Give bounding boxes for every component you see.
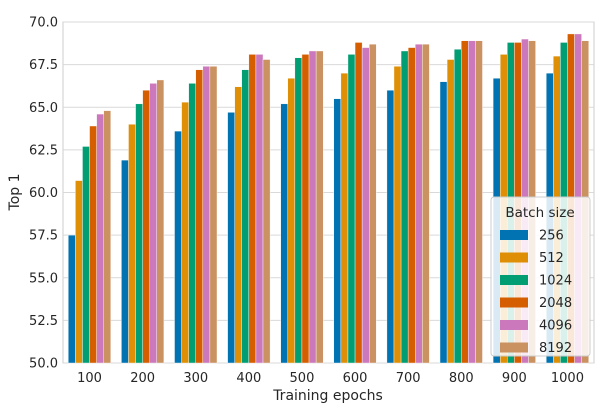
x-tick-labels: 100 200 300 400 500 600 700 800 900 1000 xyxy=(77,371,584,386)
bar-1024-700 xyxy=(400,50,409,364)
x-tick-label: 500 xyxy=(290,371,315,386)
bar-512-400 xyxy=(234,86,242,364)
bar-4096-800 xyxy=(468,40,476,364)
x-tick-label: 700 xyxy=(396,371,421,386)
legend: Batch size 256 512 1024 2048 4096 8192 xyxy=(490,196,591,357)
legend-label-512: 512 xyxy=(539,251,564,266)
bar-512-200 xyxy=(128,124,136,364)
y-tick-label: 55.0 xyxy=(29,271,58,286)
y-tick-label: 57.5 xyxy=(29,229,58,244)
y-axis-label: Top 1 xyxy=(7,174,23,212)
bar-4096-400 xyxy=(255,54,264,364)
bar-256-500 xyxy=(280,103,288,364)
y-tick-label: 60.0 xyxy=(29,186,58,201)
legend-title: Batch size xyxy=(505,205,574,221)
bar-8192-500 xyxy=(315,50,324,364)
bar-2048-800 xyxy=(461,40,469,364)
bar-8192-100 xyxy=(103,110,111,364)
bar-1024-200 xyxy=(135,103,143,364)
y-tick-label: 62.5 xyxy=(29,143,58,158)
legend-swatch-256 xyxy=(500,230,528,240)
legend-swatch-4096 xyxy=(500,320,528,330)
bar-512-700 xyxy=(393,66,402,364)
bar-512-300 xyxy=(181,101,189,364)
bar-256-100 xyxy=(68,234,76,364)
y-tick-label: 65.0 xyxy=(29,101,58,116)
bar-1024-300 xyxy=(188,83,196,364)
bar-4096-600 xyxy=(361,47,370,364)
legend-swatch-1024 xyxy=(500,275,528,285)
bar-1024-400 xyxy=(241,69,250,364)
bar-1024-500 xyxy=(294,57,303,364)
bar-1024-600 xyxy=(347,54,356,364)
x-tick-label: 1000 xyxy=(551,371,584,386)
bar-512-800 xyxy=(446,59,455,364)
bars xyxy=(68,33,589,364)
x-tick-label: 200 xyxy=(130,371,155,386)
bar-4096-300 xyxy=(202,66,211,364)
bar-1024-800 xyxy=(453,49,462,364)
legend-label-1024: 1024 xyxy=(539,274,572,289)
bar-512-600 xyxy=(340,72,349,364)
bar-8192-800 xyxy=(475,40,483,364)
bar-8192-300 xyxy=(209,66,218,364)
bar-8192-600 xyxy=(369,43,377,364)
bar-2048-400 xyxy=(248,54,257,364)
y-tick-labels: 50.0 52.5 55.0 57.5 60.0 62.5 65.0 67.5 70.0 xyxy=(29,16,58,372)
bar-2048-100 xyxy=(89,125,97,364)
x-tick-label: 900 xyxy=(502,371,527,386)
bar-256-400 xyxy=(227,112,235,364)
legend-label-256: 256 xyxy=(539,229,564,244)
bar-256-300 xyxy=(174,130,182,364)
bar-4096-500 xyxy=(308,50,317,364)
bar-8192-700 xyxy=(422,43,430,364)
bar-2048-200 xyxy=(142,89,150,364)
bar-1024-100 xyxy=(82,146,90,364)
legend-label-8192: 8192 xyxy=(539,341,572,356)
legend-label-4096: 4096 xyxy=(539,319,572,334)
y-tick-label: 70.0 xyxy=(29,16,58,31)
legend-swatch-512 xyxy=(500,252,528,263)
bar-256-800 xyxy=(439,81,448,364)
legend-swatch-2048 xyxy=(500,297,528,308)
bar-256-700 xyxy=(386,89,395,364)
bar-2048-700 xyxy=(407,47,416,364)
x-tick-label: 800 xyxy=(449,371,474,386)
legend-label-2048: 2048 xyxy=(539,296,572,311)
bar-8192-400 xyxy=(262,59,271,364)
x-tick-label: 300 xyxy=(183,371,208,386)
bar-2048-300 xyxy=(195,69,204,364)
x-axis-label: Training epochs xyxy=(272,388,383,404)
bar-2048-500 xyxy=(301,54,310,364)
y-tick-label: 67.5 xyxy=(29,58,58,73)
bar-256-200 xyxy=(121,159,129,364)
bar-512-100 xyxy=(75,180,83,364)
bar-8192-200 xyxy=(156,79,165,364)
x-tick-label: 100 xyxy=(77,371,102,386)
bar-2048-600 xyxy=(354,42,363,364)
bar-4096-200 xyxy=(149,83,158,364)
x-tick-label: 400 xyxy=(236,371,261,386)
y-tick-label: 50.0 xyxy=(29,357,58,372)
bar-4096-100 xyxy=(96,113,104,364)
bar-512-500 xyxy=(287,78,296,364)
y-tick-label: 52.5 xyxy=(29,314,58,329)
legend-swatch-8192 xyxy=(500,342,528,353)
x-tick-label: 600 xyxy=(343,371,368,386)
bar-256-600 xyxy=(333,98,342,364)
bar-4096-700 xyxy=(415,43,423,364)
